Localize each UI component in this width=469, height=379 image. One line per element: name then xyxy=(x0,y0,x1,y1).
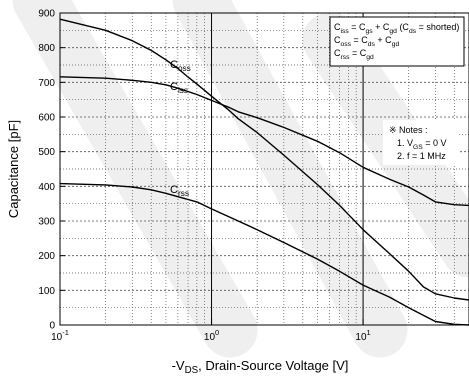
notes-box: ※ Notes : 1. VGS = 0 V2. f = 1 MHz xyxy=(383,120,458,165)
y-tick-label: 0 xyxy=(49,321,55,332)
data-curves xyxy=(59,18,469,326)
curve-label-ciss: Ciss xyxy=(170,81,188,95)
legend-line: Ciss = Cgs + Cgd (Cds = shorted) xyxy=(334,22,459,35)
legend-line: Crss = Cgd xyxy=(334,48,374,61)
notes-title: ※ Notes : xyxy=(389,125,428,135)
curve-labels: Coss Ciss Crss xyxy=(170,59,191,198)
legend-line: Coss = Cds + Cgd xyxy=(334,35,399,48)
y-tick-label: 900 xyxy=(38,9,55,20)
x-axis-title: -VDS, Drain-Source Voltage [V] xyxy=(172,358,349,376)
y-axis-title: Capacitance [pF] xyxy=(6,120,21,218)
curve-coss xyxy=(59,18,469,301)
notes-background xyxy=(383,120,458,165)
notes-line: 2. f = 1 MHz xyxy=(397,151,446,161)
watermark-stripe xyxy=(12,0,258,358)
x-tick-label: 10-1 xyxy=(51,328,69,343)
notes-line: 1. VGS = 0 V xyxy=(397,138,447,151)
y-axis-ticks: 0 100 200 300 400 500 600 700 800 900 xyxy=(38,9,65,332)
y-tick-label: 100 xyxy=(38,286,55,297)
y-tick-label: 300 xyxy=(38,217,55,228)
curve-label-coss: Coss xyxy=(170,59,191,73)
formula-legend-box: Ciss = Cgs + Cgd (Cds = shorted)Coss = C… xyxy=(329,16,465,67)
x-tick-label: 101 xyxy=(355,328,370,343)
curve-label-crss: Crss xyxy=(170,184,189,198)
curve-ciss xyxy=(59,76,469,207)
y-tick-label: 800 xyxy=(38,43,55,54)
y-tick-label: 700 xyxy=(38,78,55,89)
x-tick-label: 100 xyxy=(204,328,219,343)
y-tick-label: 500 xyxy=(38,147,55,158)
x-axis-ticks: 10-1 100 101 xyxy=(51,319,371,343)
y-tick-label: 600 xyxy=(38,113,55,124)
y-tick-label: 400 xyxy=(38,182,55,193)
watermark-stripe xyxy=(172,0,408,358)
curve-crss xyxy=(59,182,469,326)
plot-frame xyxy=(59,12,469,326)
legend-frame xyxy=(329,16,465,67)
y-tick-label: 200 xyxy=(38,251,55,262)
